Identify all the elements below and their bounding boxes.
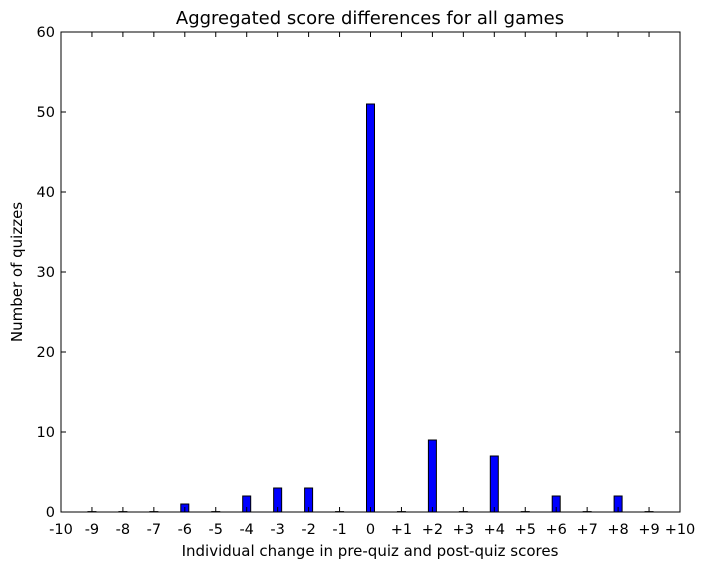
x-tick-label: +4 (484, 522, 505, 538)
x-tick-label: +9 (638, 522, 659, 538)
y-tick-label: 10 (37, 425, 55, 441)
x-tick-label: -9 (85, 522, 99, 538)
x-tick-label: +6 (546, 522, 567, 538)
y-axis-label: Number of quizzes (8, 202, 26, 342)
y-tick-label: 20 (37, 345, 55, 361)
x-tick-label: -2 (301, 522, 315, 538)
x-tick-label: -6 (178, 522, 192, 538)
bar-0 (366, 103, 375, 513)
x-tick-label: -1 (332, 522, 346, 538)
y-tick-label: 30 (37, 265, 55, 281)
x-tick-label: -3 (270, 522, 284, 538)
x-tick-label: +10 (665, 522, 696, 538)
plot-frame (60, 31, 681, 513)
x-tick-label: -8 (116, 522, 130, 538)
x-tick-label: +7 (576, 522, 597, 538)
x-tick-label: -4 (239, 522, 253, 538)
y-tick-label: 50 (37, 105, 55, 121)
bar-2 (427, 439, 437, 513)
x-tick-label: +5 (515, 522, 536, 538)
x-tick-label: +2 (422, 522, 443, 538)
y-tick-label: 0 (46, 505, 55, 521)
tick-labels-group: -10 -9 -8 -7 -6 -5 -4 -3 -2 -1 0 +1 +2 +3 +4 +5 +6 +7 +8 +9… (37, 25, 696, 538)
x-tick-label: +8 (607, 522, 628, 538)
x-axis-label: Individual change in pre-quiz and post-q… (182, 542, 559, 560)
x-tick-label: -10 (49, 522, 73, 538)
bars-group (87, 103, 654, 513)
x-tick-label: 0 (366, 522, 375, 538)
y-tick-label: 60 (37, 25, 55, 41)
x-tick-label: -7 (147, 522, 161, 538)
bar-4 (489, 455, 499, 513)
x-tick-label: +3 (453, 522, 474, 538)
x-tick-label: +1 (391, 522, 412, 538)
chart-title: Aggregated score differences for all gam… (176, 8, 564, 29)
y-tick-label: 40 (37, 185, 55, 201)
x-tick-label: -5 (209, 522, 223, 538)
